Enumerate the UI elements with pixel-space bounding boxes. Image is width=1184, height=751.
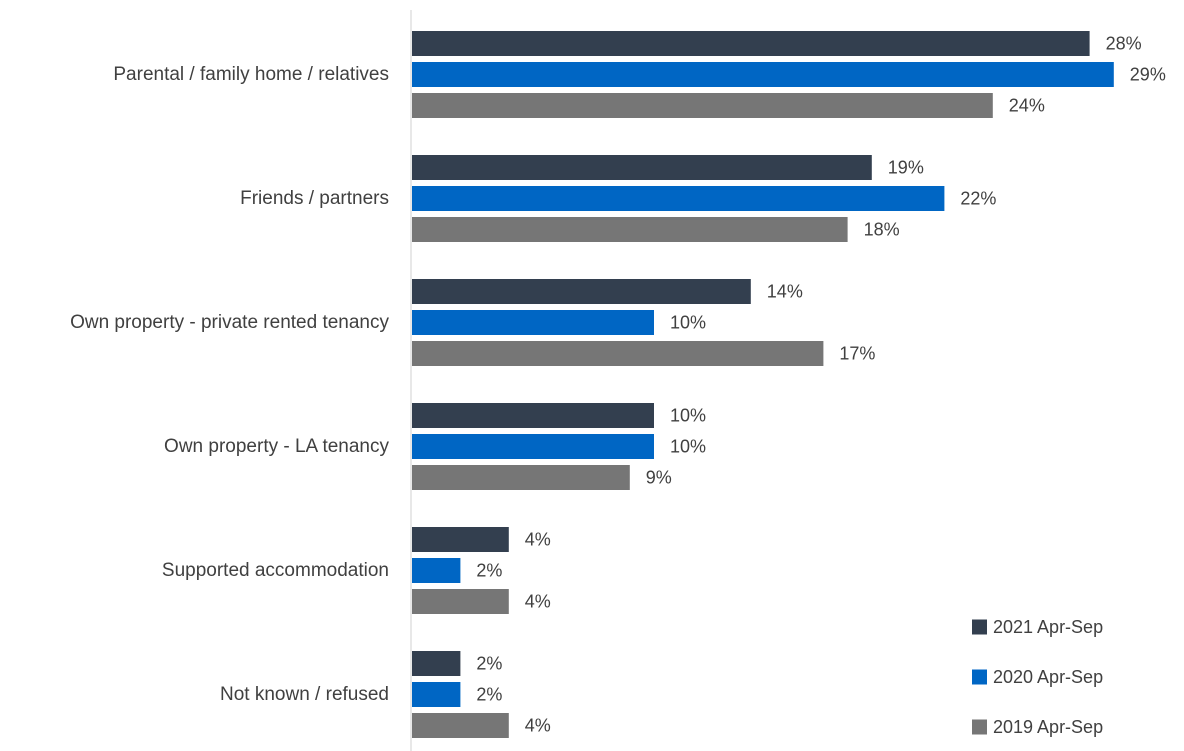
data-label: 22%	[960, 189, 996, 209]
data-label: 29%	[1130, 65, 1166, 85]
bar	[412, 589, 509, 614]
category-label: Not known / refused	[220, 684, 389, 705]
data-label: 2%	[476, 654, 502, 674]
data-label: 4%	[525, 592, 551, 612]
legend-label: 2021 Apr-Sep	[993, 617, 1103, 637]
data-label: 17%	[839, 344, 875, 364]
bar	[412, 310, 654, 335]
legend-swatch	[972, 669, 987, 685]
bar	[412, 465, 630, 490]
bar	[412, 651, 461, 676]
bar	[412, 403, 654, 428]
bar	[412, 527, 509, 552]
bar	[412, 713, 509, 738]
category-label: Supported accommodation	[162, 560, 389, 581]
bar	[412, 186, 945, 211]
bar	[412, 31, 1090, 56]
data-label: 4%	[525, 716, 551, 736]
legend-swatch	[972, 619, 987, 635]
data-label: 28%	[1106, 34, 1142, 54]
data-label: 10%	[670, 406, 706, 426]
bar	[412, 93, 993, 118]
bar	[412, 217, 848, 242]
data-label: 14%	[767, 282, 803, 302]
data-label: 2%	[476, 561, 502, 581]
data-label: 9%	[646, 468, 672, 488]
bar	[412, 62, 1114, 87]
legend-label: 2019 Apr-Sep	[993, 717, 1103, 737]
bar	[412, 341, 824, 366]
legend-swatch	[972, 719, 987, 735]
category-label: Parental / family home / relatives	[113, 64, 389, 85]
data-label: 10%	[670, 313, 706, 333]
data-label: 19%	[888, 158, 924, 178]
data-label: 24%	[1009, 96, 1045, 116]
category-label: Own property - LA tenancy	[164, 436, 389, 457]
bar	[412, 558, 461, 583]
legend-label: 2020 Apr-Sep	[993, 667, 1103, 687]
data-label: 10%	[670, 437, 706, 457]
data-label: 18%	[864, 220, 900, 240]
bar	[412, 155, 872, 180]
bar	[412, 279, 751, 304]
category-label: Friends / partners	[240, 188, 389, 209]
data-label: 2%	[476, 685, 502, 705]
bar	[412, 434, 654, 459]
category-label: Own property - private rented tenancy	[70, 312, 389, 333]
bar	[412, 682, 461, 707]
data-label: 4%	[525, 530, 551, 550]
